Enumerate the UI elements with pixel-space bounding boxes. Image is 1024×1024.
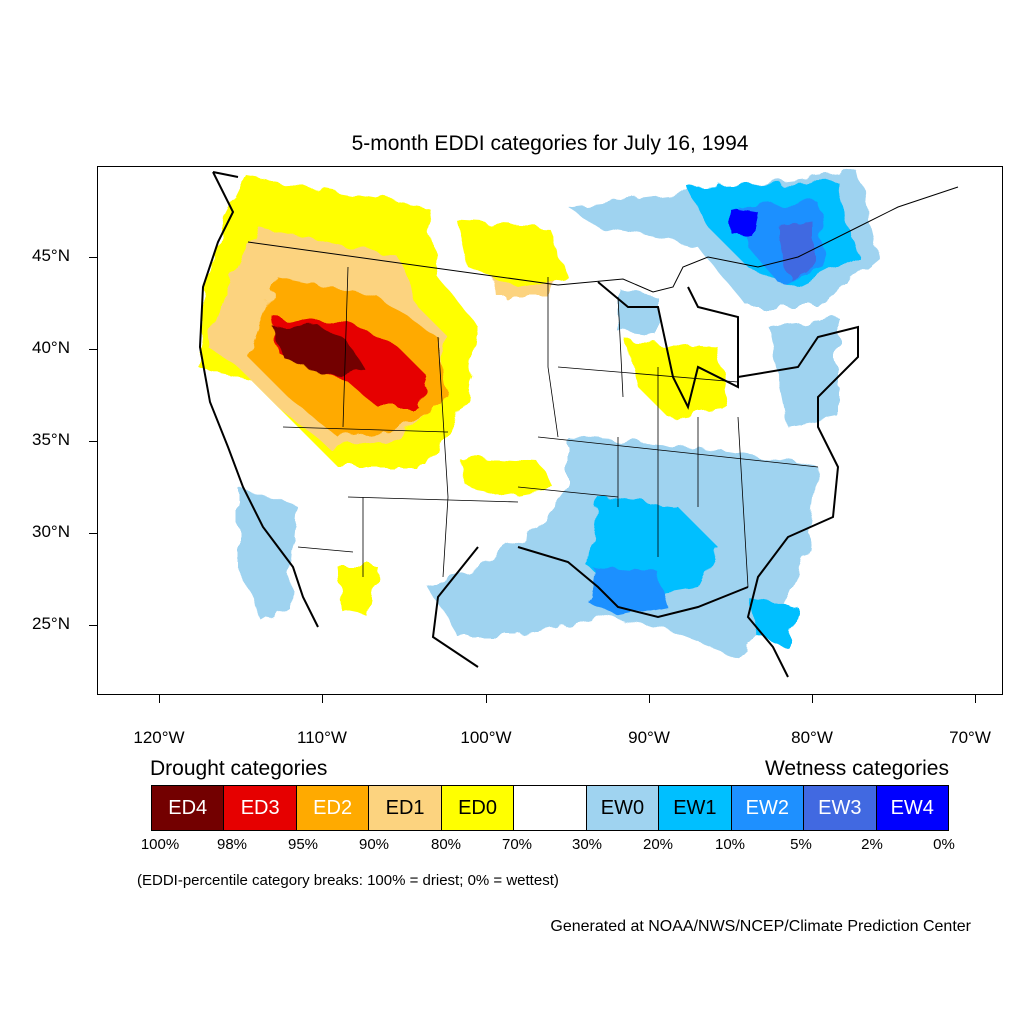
lon-label: 100°W: [460, 728, 512, 747]
lat-tick: [89, 625, 97, 626]
legend-percentile: 5%: [790, 836, 812, 853]
drought-areas: [198, 177, 728, 617]
legend-percentile: 20%: [642, 836, 674, 853]
legend-percentile: 80%: [430, 836, 462, 853]
conus-eddi-map: [198, 171, 959, 678]
legend-cat-ed1: ED1: [369, 786, 442, 830]
lon-label: 90°W: [628, 728, 670, 747]
legend-cat-ed2: ED2: [296, 786, 370, 830]
legend-cat-ed3: ED3: [224, 786, 297, 830]
credit-line: Generated at NOAA/NWS/NCEP/Climate Predi…: [550, 918, 971, 935]
legend-cat-ew2: EW2: [731, 786, 805, 830]
lon-label: 110°W: [297, 728, 347, 747]
lat-label: 40°N: [32, 338, 70, 357]
legend-percentile: 0%: [933, 836, 955, 853]
legend-percentile: 10%: [714, 836, 746, 853]
lon-tick: [649, 695, 650, 703]
legend-cat-ew4: EW4: [876, 786, 948, 830]
wetness-areas: [238, 172, 878, 657]
lat-tick: [89, 257, 97, 258]
legend-colorbar: ED4 ED3 ED2 ED1 ED0 EW0 EW1 EW2 EW3 EW4: [151, 785, 949, 831]
boundaries: [198, 171, 959, 678]
legend-percentile: 30%: [571, 836, 603, 853]
wetness-categories-title: Wetness categories: [764, 757, 949, 780]
legend-percentile: 100%: [140, 836, 180, 853]
map-title: 5-month EDDI categories for July 16, 199…: [351, 132, 749, 155]
legend-percentile: 2%: [861, 836, 883, 853]
legend-percentile: 90%: [358, 836, 390, 853]
lon-label: 80°W: [791, 728, 833, 747]
lat-label: 45°N: [32, 246, 70, 265]
lat-label: 30°N: [32, 522, 70, 541]
lon-label: 120°W: [133, 728, 185, 747]
lon-tick: [322, 695, 323, 703]
legend-percentile: 95%: [287, 836, 319, 853]
lon-tick: [975, 695, 976, 703]
category-breaks-note: (EDDI-percentile category breaks: 100% =…: [137, 872, 559, 889]
lat-label: 35°N: [32, 430, 70, 449]
drought-categories-title: Drought categories: [150, 757, 328, 780]
legend-cat-ew0: EW0: [586, 786, 660, 830]
lon-tick: [486, 695, 487, 703]
lon-tick: [159, 695, 160, 703]
legend-cat-ed4: ED4: [152, 786, 225, 830]
lon-label: 70°W: [949, 728, 991, 747]
lat-tick: [89, 533, 97, 534]
legend-cat-ew3: EW3: [804, 786, 877, 830]
lat-tick: [89, 441, 97, 442]
legend-percentile: 98%: [216, 836, 248, 853]
legend-cat-normal: [514, 786, 587, 830]
legend-cat-ed0: ED0: [441, 786, 515, 830]
legend-cat-ew1: EW1: [659, 786, 732, 830]
lon-tick: [812, 695, 813, 703]
lat-tick: [89, 349, 97, 350]
legend-percentile: 70%: [501, 836, 533, 853]
lat-label: 25°N: [32, 614, 70, 633]
map-frame: [97, 166, 1003, 695]
